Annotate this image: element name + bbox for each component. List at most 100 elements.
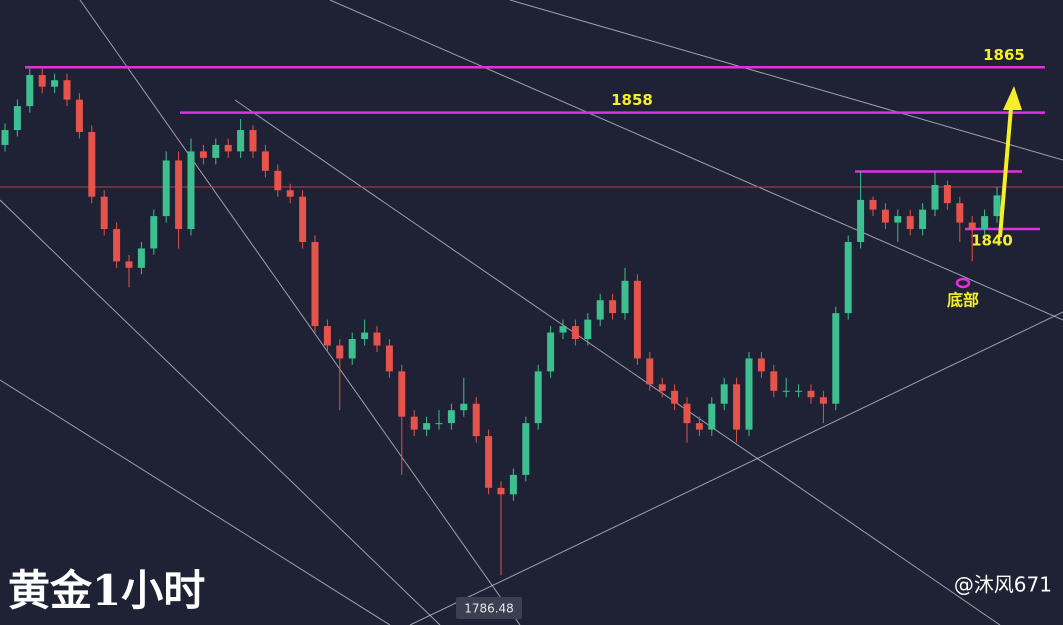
candle-body — [423, 423, 431, 430]
candle-body — [497, 487, 505, 495]
candle-body — [671, 390, 679, 404]
candle-body — [782, 390, 790, 392]
level-label: 1840 — [971, 232, 1013, 250]
candle-body — [187, 151, 195, 230]
level-label: 1858 — [611, 91, 653, 109]
candle-body — [646, 358, 654, 385]
candle-body — [956, 203, 964, 223]
trend-line — [329, 0, 1063, 321]
candle-body — [547, 332, 555, 372]
candle-body — [13, 106, 21, 131]
candle-body — [807, 390, 815, 398]
candles — [1, 68, 1001, 576]
arrow-head — [1003, 86, 1022, 110]
candle-body — [460, 403, 468, 411]
candle-body — [1, 130, 9, 145]
trend-line — [79, 0, 521, 625]
annotations: 底部 1786.48 黄金1小时 @沐风671 — [8, 86, 1052, 619]
candle-body — [733, 384, 741, 430]
candle-body — [311, 241, 319, 327]
candle-body — [261, 151, 269, 171]
candle-body — [485, 436, 493, 488]
trend-line — [0, 379, 391, 625]
candle-body — [447, 410, 455, 424]
low-price-label: 1786.48 — [464, 602, 514, 616]
bottom-marker — [955, 277, 971, 289]
candle-body — [832, 313, 840, 404]
candle-body — [150, 216, 158, 249]
arrow-shaft — [998, 107, 1013, 238]
candle-body — [993, 195, 1001, 217]
candle-body — [63, 80, 71, 100]
candle-body — [943, 185, 951, 204]
candle-body — [88, 131, 96, 197]
candle-body — [162, 160, 170, 217]
candle-body — [534, 371, 542, 424]
candle-body — [299, 196, 307, 242]
level-label: 1865 — [983, 46, 1025, 64]
chart-title: 黄金1小时 — [8, 566, 205, 615]
candle-body — [881, 209, 889, 223]
watermark: @沐风671 — [954, 573, 1052, 597]
candle-body — [509, 474, 517, 495]
trend-line — [509, 0, 1063, 161]
candle-body — [212, 144, 220, 158]
candle-body — [683, 403, 691, 424]
candle-body — [894, 216, 902, 223]
candle-body — [137, 248, 145, 268]
candle-body — [819, 397, 827, 404]
candle-body — [981, 216, 989, 230]
candle-body — [968, 222, 976, 230]
candle-body — [323, 326, 331, 346]
candle-body — [931, 185, 939, 210]
candle-body — [757, 358, 765, 372]
candle-body — [844, 241, 852, 314]
candle-body — [100, 196, 108, 230]
candle-body — [695, 423, 703, 430]
levels: 1865 1858 1840 — [0, 46, 1063, 250]
trend-line — [234, 99, 1001, 625]
candle-body — [584, 319, 592, 340]
candle-body — [249, 130, 257, 152]
candle-body — [75, 99, 83, 132]
candle-body — [559, 326, 567, 333]
candle-body — [38, 75, 46, 87]
candle-body — [175, 160, 183, 230]
candle-body — [919, 209, 927, 230]
candle-body — [336, 345, 344, 359]
candle-body — [869, 199, 877, 210]
candle-body — [51, 80, 59, 87]
candle-body — [522, 423, 530, 475]
candle-body — [237, 130, 245, 152]
candle-body — [472, 403, 480, 437]
candle-body — [348, 339, 356, 359]
candle-body — [125, 261, 133, 268]
bottom-label: 底部 — [947, 291, 979, 310]
trend-line — [0, 199, 441, 625]
candle-body — [385, 345, 393, 372]
candle-body — [720, 384, 728, 404]
candle-body — [571, 326, 579, 340]
candle-body — [633, 280, 641, 359]
candle-body — [26, 75, 34, 107]
candle-body — [621, 280, 629, 314]
candle-body — [361, 332, 369, 340]
candle-body — [113, 229, 121, 262]
candle-body — [906, 216, 914, 230]
candle-body — [609, 300, 617, 314]
candle-body — [398, 371, 406, 417]
candle-body — [199, 151, 207, 158]
low-price-box — [456, 597, 522, 619]
candle-body — [770, 371, 778, 391]
candle-body — [596, 300, 604, 320]
candle-body — [373, 332, 381, 346]
candle-body — [286, 190, 294, 197]
candle-body — [224, 144, 232, 152]
candle-body — [410, 416, 418, 430]
candle-body — [435, 423, 443, 425]
candle-body — [745, 358, 753, 430]
trend-line — [409, 311, 1063, 625]
